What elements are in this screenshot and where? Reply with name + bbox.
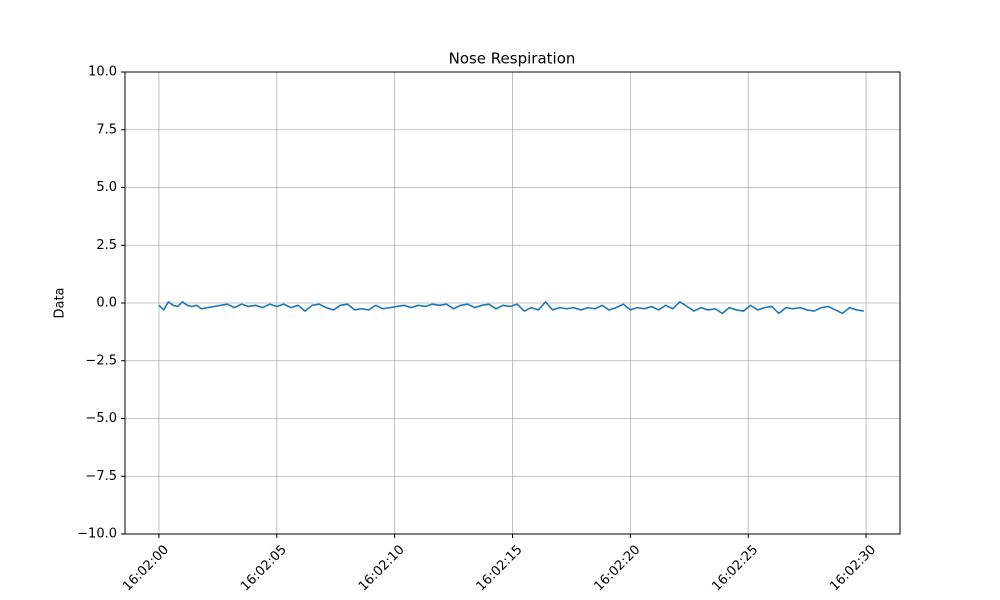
y-tick-label: −2.5: [85, 353, 117, 368]
y-tick-label: −10.0: [77, 527, 117, 542]
y-tick-label: −5.0: [85, 411, 117, 426]
data-line: [158, 301, 864, 315]
x-tick-label: 16:02:10: [356, 542, 408, 594]
x-tick-label: 16:02:30: [827, 542, 879, 594]
y-tick-label: 10.0: [88, 65, 117, 80]
y-tick-label: −7.5: [85, 469, 117, 484]
plot-frame: [124, 71, 901, 535]
x-tick-label: 16:02:15: [474, 542, 526, 594]
y-tick-label: 5.0: [96, 180, 117, 195]
x-tick-label: 16:02:25: [709, 542, 761, 594]
x-tick-label: 16:02:00: [120, 542, 172, 594]
y-tick-label: 0.0: [96, 296, 117, 311]
x-tick-label: 16:02:05: [238, 542, 290, 594]
chart-title: Nose Respiration: [449, 50, 576, 68]
y-axis-label: Data: [53, 287, 68, 318]
y-tick-label: 7.5: [96, 122, 117, 137]
y-tick-label: 2.5: [96, 238, 117, 253]
x-tick-label: 16:02:20: [592, 542, 644, 594]
